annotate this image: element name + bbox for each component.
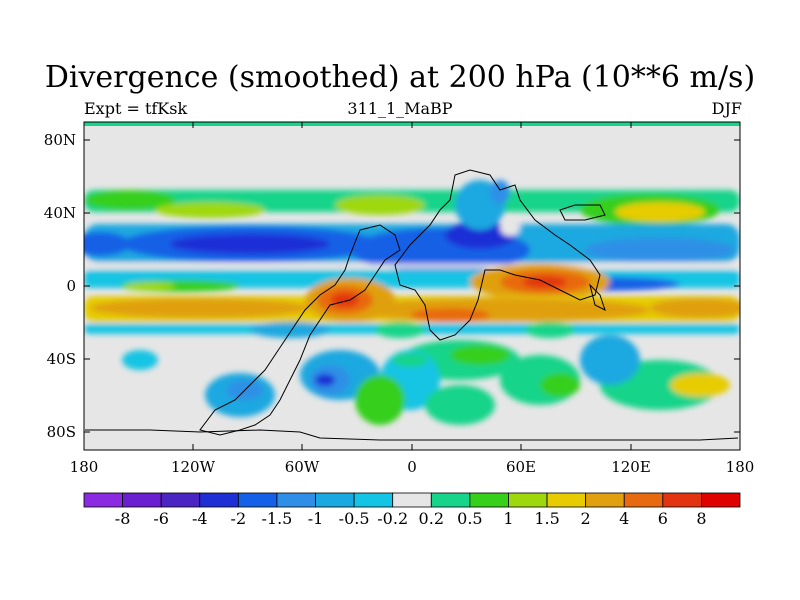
colorbar-box: [83, 492, 123, 508]
lon-label-120w: 120W: [170, 458, 216, 476]
colorbar-label: -0.2: [377, 509, 409, 528]
colorbar-label: -6: [153, 509, 169, 528]
colorbar-label: 0.2: [418, 509, 444, 528]
colorbar-box: [276, 492, 316, 508]
lon-label-120e: 120E: [611, 458, 651, 476]
lon-label-180w: 180: [69, 458, 99, 476]
lat-label-40n: 40N: [43, 204, 76, 222]
colorbar-box: [469, 492, 509, 508]
colorbar-box: [237, 492, 278, 508]
colorbar-box: [160, 492, 201, 508]
colorbar-box: [701, 492, 741, 508]
colorbar-label: 1.5: [534, 509, 560, 528]
lon-label-60e: 60E: [505, 458, 537, 476]
lon-ticks: [192, 122, 632, 450]
colorbar-box: [508, 492, 548, 508]
lon-label-0: 0: [407, 458, 417, 476]
colorbar: [83, 492, 741, 508]
colorbar-label: -8: [114, 509, 131, 528]
lat-label-80s: 80S: [46, 423, 76, 441]
colorbar-label: 6: [657, 509, 668, 528]
lat-label-40s: 40S: [46, 350, 76, 368]
experiment-label: Expt = tfKsk: [84, 99, 188, 118]
colorbar-label: -1.5: [261, 509, 293, 528]
plot-title: Divergence (smoothed) at 200 hPa (10**6 …: [44, 60, 756, 95]
colorbar-box: [199, 492, 239, 508]
lat-label-eq: 0: [66, 277, 76, 295]
colorbar-box: [430, 492, 471, 508]
colorbar-label: 2: [580, 509, 591, 528]
colorbar-box: [585, 492, 625, 508]
coastlines: [85, 169, 739, 441]
run-label: 311_1_MaBP: [347, 99, 453, 118]
lat-ticks: [84, 139, 740, 433]
colorbar-box: [546, 492, 587, 508]
colorbar-box: [392, 492, 432, 508]
colorbar-label: 0.5: [457, 509, 483, 528]
colorbar-label: 8: [696, 509, 707, 528]
colorbar-box: [122, 492, 162, 508]
lon-label-60w: 60W: [284, 458, 320, 476]
colorbar-box: [353, 492, 394, 508]
colorbar-box: [315, 492, 355, 508]
colorbar-label: -0.5: [338, 509, 370, 528]
colorbar-label: 1: [503, 509, 514, 528]
colorbar-label: -2: [230, 509, 247, 528]
colorbar-label: -4: [191, 509, 208, 528]
colorbar-label: -1: [307, 509, 324, 528]
lat-label-80n: 80N: [43, 131, 76, 149]
colorbar-box: [623, 492, 664, 508]
colorbar-box: [662, 492, 702, 508]
lon-label-180e: 180: [725, 458, 755, 476]
season-label: DJF: [711, 99, 742, 118]
colorbar-label: 4: [619, 509, 630, 528]
